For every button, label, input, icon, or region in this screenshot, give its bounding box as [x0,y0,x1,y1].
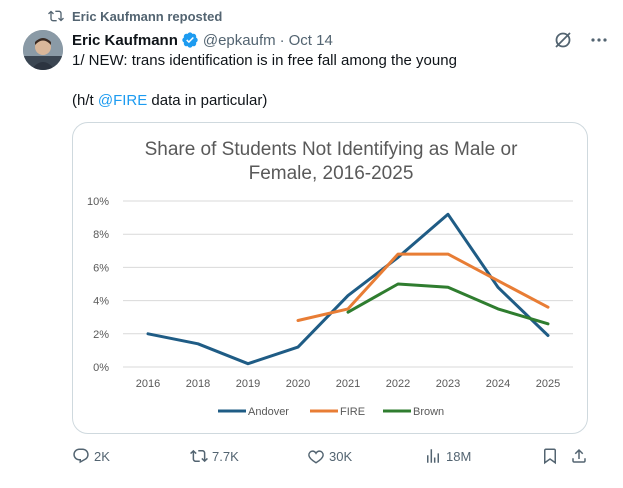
mention-link[interactable]: @FIRE [97,92,148,109]
like-button[interactable]: 30K [307,447,352,465]
bookmark-icon [541,447,559,465]
repost-count: 7.7K [212,448,239,464]
y-tick-label: 10% [87,196,109,208]
chart-title-line: Female, 2016-2025 [249,163,414,184]
share-button[interactable] [570,447,592,465]
y-tick-label: 4% [93,296,109,308]
bookmark-button[interactable] [541,447,563,465]
series-line-andover [146,212,550,366]
x-tick-label: 2022 [386,378,410,390]
repost-icon [190,447,208,465]
reply-count: 2K [94,448,110,464]
x-tick-label: 2021 [336,378,360,390]
x-tick-label: 2024 [486,378,510,390]
y-tick-label: 0% [93,362,109,374]
separator-dot: · [279,31,285,49]
views-icon [424,447,442,465]
tweet-text-line-1: 1/ NEW: trans identification is in free … [72,52,457,69]
tweet-header: Eric Kaufmann @epkaufm · Oct 14 [72,30,333,50]
reply-button[interactable]: 2K [72,447,110,465]
text-suffix: data in particular) [147,92,268,109]
more-icon[interactable] [589,30,609,50]
x-tick-label: 2020 [286,378,310,390]
tweet-date[interactable]: Oct 14 [288,31,333,49]
x-tick-label: 2016 [136,378,160,390]
repost-label[interactable]: Eric Kaufmann reposted [72,8,223,24]
legend-label-fire: FIRE [340,406,365,418]
line-chart: Share of Students Not Identifying as Mal… [87,139,573,418]
avatar[interactable] [23,30,63,70]
action-bar: 2K 7.7K 30K 18M [72,447,590,469]
grok-icon[interactable] [553,30,573,50]
chart-title-line: Share of Students Not Identifying as Mal… [145,139,518,160]
x-tick-label: 2023 [436,378,460,390]
views-button[interactable]: 18M [424,447,471,465]
like-icon [307,447,325,465]
x-tick-label: 2025 [536,378,560,390]
y-tick-label: 6% [93,262,109,274]
repost-icon [48,8,64,24]
y-tick-label: 8% [93,229,109,241]
author-handle[interactable]: @epkaufm [202,31,276,49]
y-tick-label: 2% [93,329,109,341]
share-icon [570,447,588,465]
like-count: 30K [329,448,353,464]
legend-label-brown: Brown [413,406,444,418]
series-line-fire [296,252,550,322]
tweet-top-actions [553,30,609,50]
text-prefix: (h/t [72,92,98,109]
repost-button[interactable]: 7.7K [190,447,239,465]
reply-icon [72,447,90,465]
views-count: 18M [446,448,472,464]
tweet-text-line-2: (h/t @FIRE data in particular) [72,91,267,111]
series-line-brown [346,282,550,326]
author-name[interactable]: Eric Kaufmann [72,31,178,49]
x-tick-label: 2019 [236,378,260,390]
repost-indicator: Eric Kaufmann reposted [48,8,222,24]
verified-icon [181,31,199,49]
legend-label-andover: Andover [248,406,289,418]
media-card[interactable]: Share of Students Not Identifying as Mal… [72,122,588,434]
x-tick-label: 2018 [186,378,210,390]
